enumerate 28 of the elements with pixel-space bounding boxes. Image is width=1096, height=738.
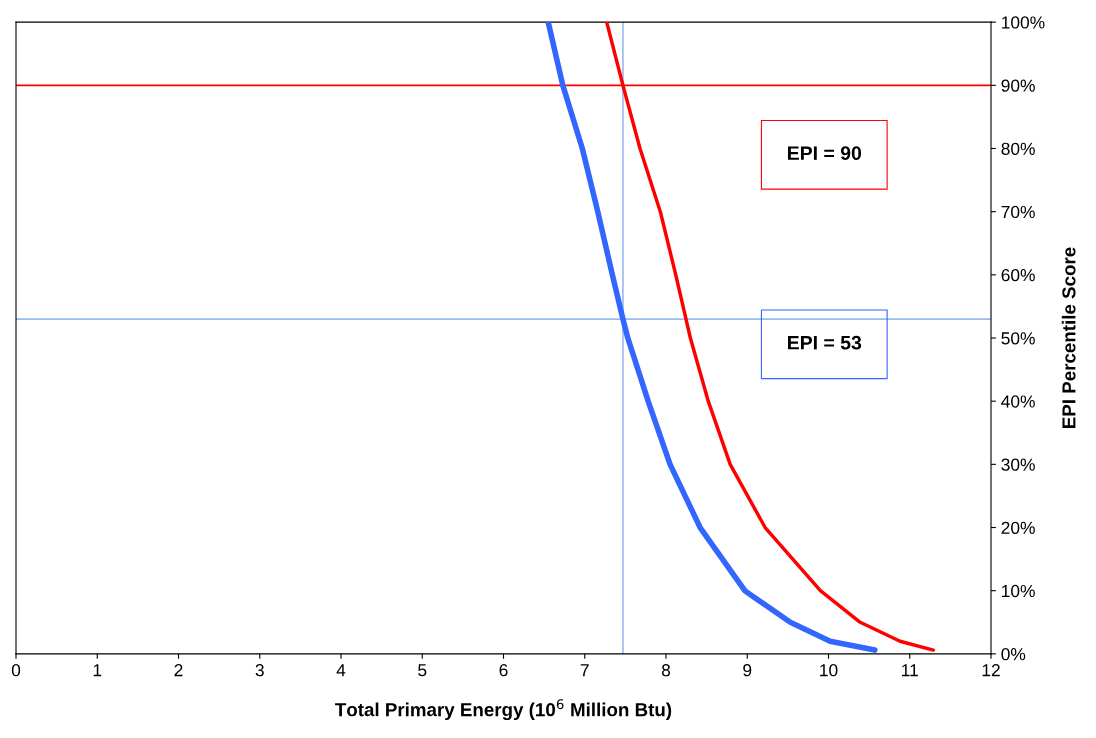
y-tick-label: 80%: [1001, 142, 1035, 155]
y-tick-label: 100%: [1002, 16, 1045, 29]
y-tick-label: 30%: [1001, 458, 1035, 471]
x-tick-label: 9: [743, 664, 752, 677]
y-tick-label: 10%: [1002, 584, 1035, 598]
x-tick-label: 3: [255, 664, 264, 677]
y-tick-label: 40%: [1001, 395, 1035, 408]
x-axis-title: Total Primary Energy (10$^{6}$ Million Btu): [335, 699, 672, 721]
y-tick-label: 60%: [1001, 269, 1035, 282]
x-tick-label: 0: [11, 664, 21, 677]
x-tick-label: 10: [820, 664, 838, 677]
x-tick-label: 8: [661, 664, 671, 677]
y-axis-title: EPI Percentile Score: [1061, 247, 1076, 428]
annotation: EPI = 53: [788, 335, 862, 350]
y-tick-label: 70%: [1001, 205, 1035, 219]
x-tick-label: 6: [499, 664, 508, 677]
y-tick-label: 0%: [1001, 648, 1026, 661]
x-tick-label: 4: [336, 664, 346, 677]
x-tick-label: 2: [174, 664, 183, 677]
y-tick-label: 20%: [1001, 521, 1035, 534]
y-tick-label: 50%: [1001, 332, 1035, 345]
x-tick-label: 7: [580, 664, 589, 677]
x-tick-label: 5: [418, 664, 427, 677]
x-tick-label: 1: [93, 664, 102, 677]
x-tick-label: 11: [902, 664, 918, 677]
y-tick-label: 90%: [1001, 79, 1035, 92]
x-tick-label: 12: [982, 664, 1000, 677]
annotation: EPI = 90: [788, 146, 862, 161]
